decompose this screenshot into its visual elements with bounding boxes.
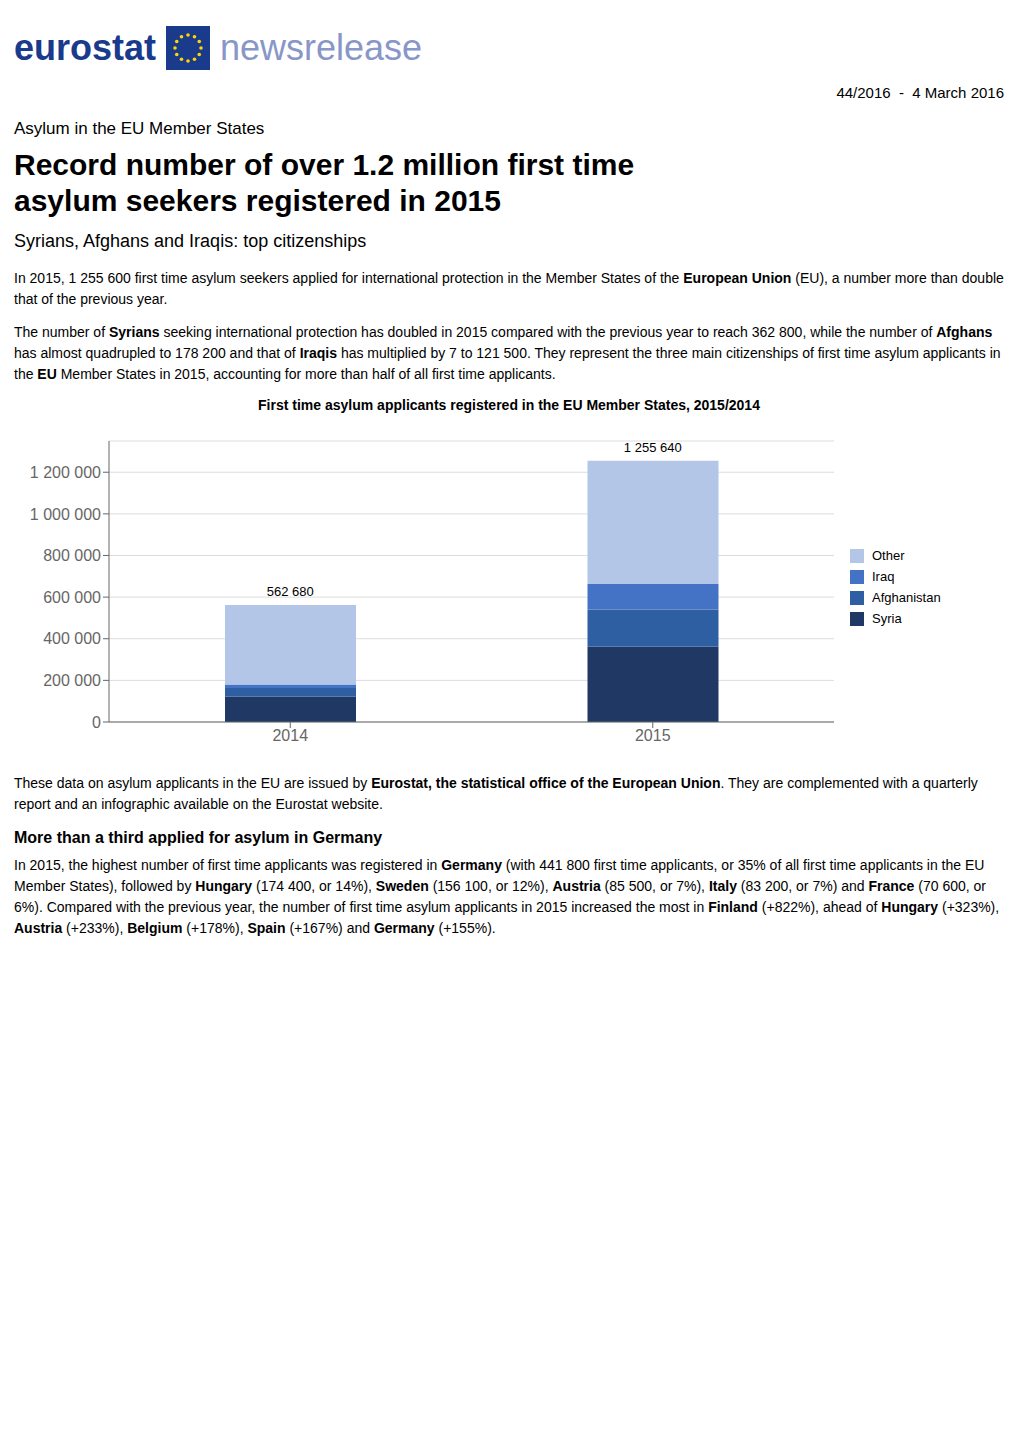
html-text:Record number of over 1.2 mill: Record number of over 1.2 million first … bbox=[14, 148, 635, 217]
html-text:Syrians, Afghans and Iraqis: t: Syrians, Afghans and Iraqis: top citizen… bbox=[14, 231, 367, 251]
html-text:Other: Other bbox=[872, 548, 905, 563]
html-text:eurostat: eurostat bbox=[14, 27, 156, 68]
html-text:44/2016 - 4 March 2016: 44/2016 - 4 March 2016 bbox=[836, 84, 1004, 101]
svg-text:2014: 2014 bbox=[272, 727, 308, 744]
svg-text:1 200 000: 1 200 000 bbox=[30, 464, 101, 481]
svg-text:1 255 640: 1 255 640 bbox=[624, 440, 682, 455]
html-text:Iraq: Iraq bbox=[872, 569, 895, 584]
svg-text:400 000: 400 000 bbox=[43, 630, 101, 647]
html-text:In 2015, 1 255 600 first time: In 2015, 1 255 600 first time asylum see… bbox=[14, 270, 1004, 307]
html-text:has almost quadrupled to 178 2: has almost quadrupled to 178 200 and tha… bbox=[14, 345, 1001, 382]
svg-text:0: 0 bbox=[92, 714, 101, 731]
html-text:First time asylum applicants r: First time asylum applicants registered … bbox=[258, 397, 760, 413]
html-text:These data on asylum applicant: These data on asylum applicants in the E… bbox=[14, 775, 978, 812]
svg-text:200 000: 200 000 bbox=[43, 672, 101, 689]
html-text:newsrelease: newsrelease bbox=[220, 27, 423, 68]
svg-text:562 680: 562 680 bbox=[267, 584, 314, 599]
html-text:Syria: Syria bbox=[872, 611, 902, 626]
html-text:Asylum in the EU Member States: Asylum in the EU Member States bbox=[14, 119, 265, 138]
svg-text:800 000: 800 000 bbox=[43, 547, 101, 564]
html-text:In 2015, the highest number of: In 2015, the highest number of first tim… bbox=[14, 857, 1000, 915]
html-text:Austria (+233%), Belgium (+178: Austria (+233%), Belgium (+178%), Spain … bbox=[14, 920, 496, 936]
svg-text:2015: 2015 bbox=[635, 727, 671, 744]
svg-text:600 000: 600 000 bbox=[43, 589, 101, 606]
html-text:The number of Syrians seeking: The number of Syrians seeking internatio… bbox=[14, 324, 993, 340]
html-text:Afghanistan: Afghanistan bbox=[872, 590, 941, 605]
html-text:More than a third applied for: More than a third applied for asylum in … bbox=[14, 829, 383, 846]
svg-text:1 000 000: 1 000 000 bbox=[30, 506, 101, 523]
